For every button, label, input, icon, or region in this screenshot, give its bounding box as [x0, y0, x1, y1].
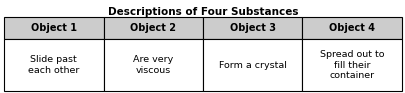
Text: Object 2: Object 2	[130, 23, 176, 33]
Text: Object 1: Object 1	[31, 23, 77, 33]
Text: Object 4: Object 4	[328, 23, 374, 33]
Bar	[202, 39, 302, 91]
Text: Are very
viscous: Are very viscous	[133, 55, 173, 75]
Text: Slide past
each other: Slide past each other	[28, 55, 79, 75]
Bar	[103, 39, 202, 91]
Text: Descriptions of Four Substances: Descriptions of Four Substances	[107, 7, 298, 17]
Bar	[103, 17, 202, 39]
Text: Form a crystal: Form a crystal	[218, 61, 286, 70]
Bar	[302, 17, 401, 39]
Text: Spread out to
fill their
container: Spread out to fill their container	[319, 50, 384, 80]
Bar	[4, 17, 103, 39]
Bar	[202, 17, 302, 39]
Bar	[4, 39, 103, 91]
Text: Object 3: Object 3	[229, 23, 275, 33]
Bar	[302, 39, 401, 91]
